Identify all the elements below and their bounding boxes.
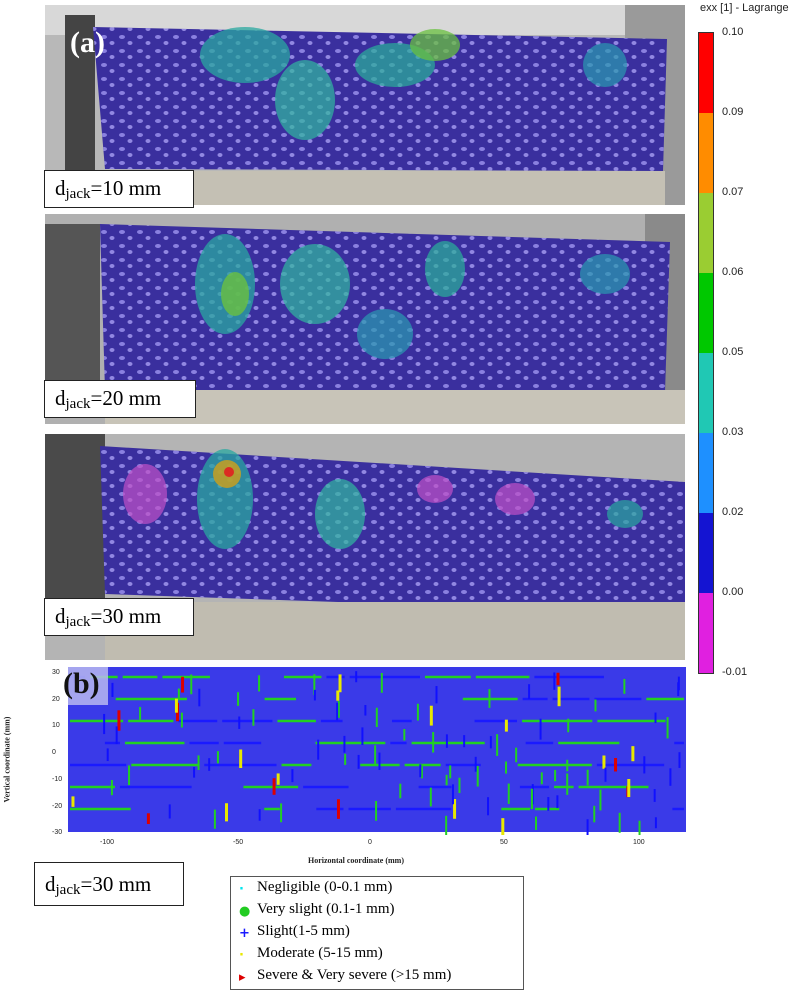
- colorbar-segment: [699, 273, 713, 353]
- damage-legend: · Negligible (0-0.1 mm) ● Very slight (0…: [230, 876, 524, 990]
- x-tick-label: -100: [100, 839, 115, 846]
- colorbar-tick-label: -0.01: [722, 666, 748, 678]
- djack-value: =30 mm: [80, 872, 152, 896]
- panel-a-label: (a): [70, 26, 105, 59]
- colorbar: [698, 32, 714, 674]
- colorbar-tick-label: 0.02: [722, 506, 744, 518]
- dic-photo-2: [45, 214, 685, 424]
- djack-label-photo-3: djack=30 mm: [44, 598, 194, 636]
- y-axis-title: Vertical coordinate (mm): [2, 716, 12, 803]
- dic-photo-2-image: [45, 214, 685, 424]
- dic-photo-3-image: [45, 434, 685, 660]
- djack-label-photo-2: djack=20 mm: [44, 380, 196, 418]
- djack-subscript: jack: [55, 882, 81, 898]
- djack-value: =20 mm: [90, 386, 162, 410]
- djack-subscript: jack: [65, 186, 91, 202]
- djack-symbol: d: [45, 872, 56, 896]
- y-tick-label: 20: [52, 695, 60, 703]
- dic-photo-3: [45, 434, 685, 660]
- panel-b-label: (b): [63, 667, 100, 700]
- colorbar-segment: [699, 353, 713, 433]
- y-tick-label: 0: [52, 749, 56, 757]
- djack-subscript: jack: [65, 614, 91, 630]
- colorbar-title: exx [1] - Lagrange: [700, 2, 789, 14]
- legend-symbol: ●: [239, 904, 251, 919]
- colorbar-segment: [699, 433, 713, 513]
- colorbar-segment: [699, 193, 713, 273]
- djack-subscript: jack: [65, 396, 91, 412]
- legend-label: Severe & Very severe (>15 mm): [257, 967, 452, 983]
- x-tick-label: 50: [500, 839, 508, 846]
- legend-label: Negligible (0-0.1 mm): [257, 879, 393, 895]
- colorbar-tick-label: 0.07: [722, 186, 744, 198]
- y-tick-label: 10: [52, 722, 60, 730]
- legend-symbol: ·: [239, 882, 244, 897]
- legend-label: Moderate (5-15 mm): [257, 945, 383, 961]
- colorbar-segment: [699, 593, 713, 673]
- y-tick-label: -20: [52, 802, 63, 810]
- legend-label: Very slight (0.1-1 mm): [257, 901, 395, 917]
- y-tick-label: -10: [52, 775, 63, 783]
- colorbar-segment: [699, 113, 713, 193]
- damage-map-plot: [60, 667, 690, 835]
- x-axis-title: Horizontal coordinate (mm): [308, 856, 404, 865]
- colorbar-tick-label: 0.06: [722, 266, 744, 278]
- colorbar-segment: [699, 33, 713, 113]
- damage-map-canvas: [68, 667, 686, 835]
- colorbar-tick-label: 0.09: [722, 106, 744, 118]
- djack-symbol: d: [55, 604, 66, 628]
- colorbar-tick-label: 0.10: [722, 26, 744, 38]
- djack-value: =10 mm: [90, 176, 162, 200]
- dic-photo-1: [45, 5, 685, 205]
- djack-label-panel-b: djack=30 mm: [34, 862, 184, 906]
- legend-symbol: +: [239, 926, 250, 941]
- colorbar-tick-label: 0.05: [722, 346, 744, 358]
- legend-symbol: ▸: [239, 970, 246, 985]
- x-tick-label: 0: [368, 839, 372, 846]
- x-tick-label: 100: [633, 839, 645, 846]
- colorbar-tick-label: 0.00: [722, 586, 744, 598]
- colorbar-segment: [699, 513, 713, 593]
- x-tick-label: -50: [233, 839, 244, 846]
- y-tick-label: -30: [52, 829, 63, 837]
- y-tick-label: 30: [52, 669, 60, 676]
- djack-symbol: d: [55, 176, 66, 200]
- dic-photo-1-image: [45, 5, 685, 205]
- djack-label-photo-1: djack=10 mm: [44, 170, 194, 208]
- colorbar-tick-label: 0.03: [722, 426, 744, 438]
- legend-label: Slight(1-5 mm): [257, 923, 350, 939]
- djack-symbol: d: [55, 386, 66, 410]
- djack-value: =30 mm: [90, 604, 162, 628]
- legend-symbol: ·: [239, 948, 244, 963]
